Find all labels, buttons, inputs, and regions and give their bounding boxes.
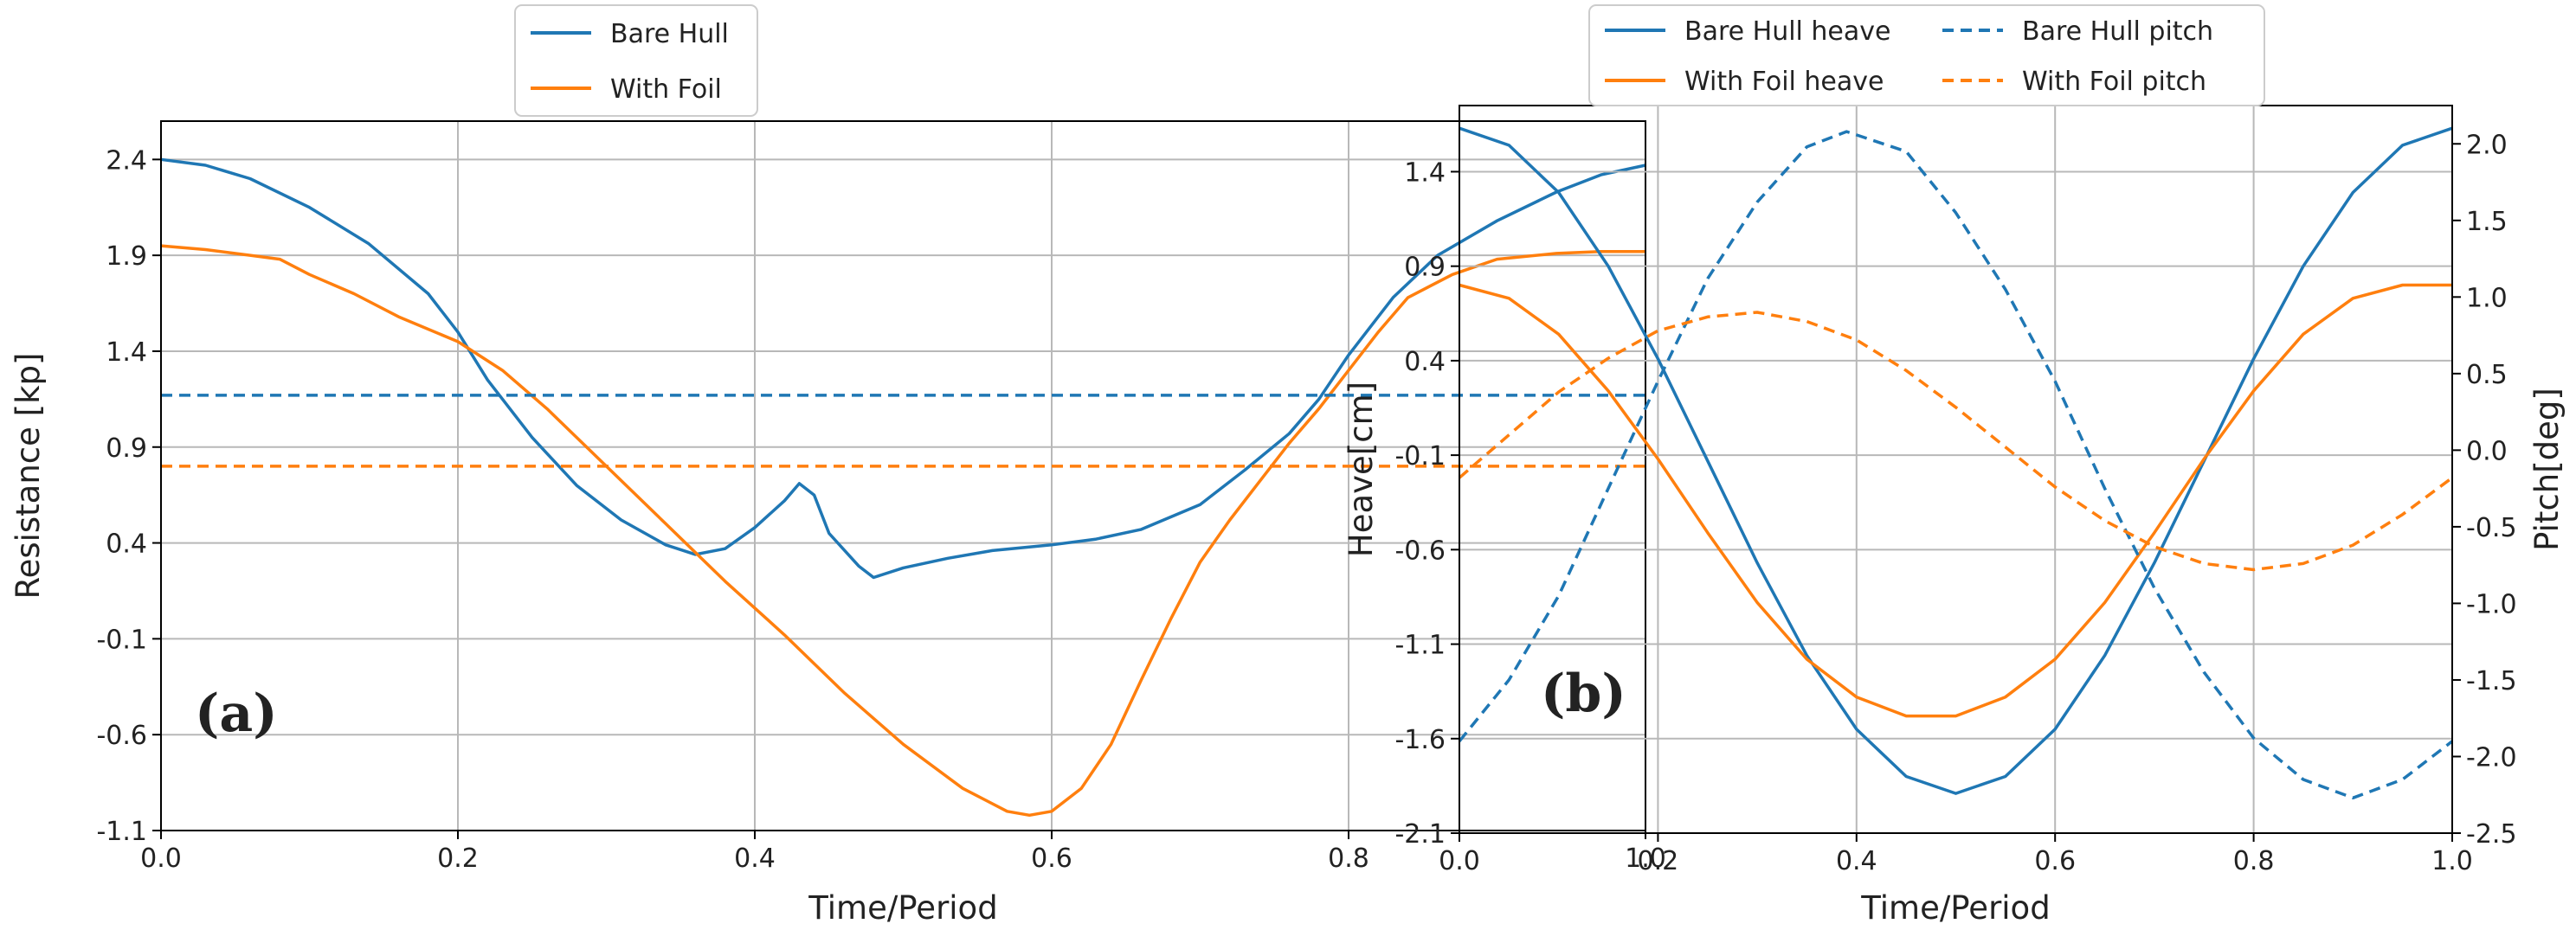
panel-label: (b) <box>1541 664 1626 724</box>
legend-entry: With Foil <box>610 74 722 105</box>
x-tick-label: 1.0 <box>1625 844 1666 874</box>
legend-box <box>1588 4 2265 106</box>
panel-label: (a) <box>195 683 278 744</box>
x-tick-label: 0.6 <box>2034 846 2076 876</box>
y-tick-label: -0.1 <box>96 625 147 655</box>
y2-tick-label: 1.5 <box>2466 207 2508 237</box>
y-axis-label: Resistance [kp] <box>10 353 47 600</box>
y2-tick-label: 0.5 <box>2466 360 2508 390</box>
y2-tick-label: -2.0 <box>2466 742 2517 773</box>
x-tick-label: 0.8 <box>2233 846 2275 876</box>
with-foil-pitch-line <box>1458 311 2454 572</box>
x-tick-label: 0.0 <box>1439 846 1480 876</box>
x-tick-label: 0.8 <box>1328 844 1369 874</box>
x-tick-label: 0.2 <box>1638 846 1679 876</box>
y2-axis-label: Pitch[deg] <box>2528 388 2566 551</box>
y2-tick-label: 1.0 <box>2466 283 2508 313</box>
with-foil-line <box>160 244 1645 818</box>
y-tick-label: 1.4 <box>1404 157 1446 188</box>
panel-a-resistance-chart: 0.0 0.2 0.4 0.6 0.8 1.0 2.4 1.9 1.4 0.9 0.4 -0.1 -0.… <box>10 4 1666 927</box>
y-tick-label: -0.6 <box>1394 536 1446 566</box>
y2-tick-label: 0.0 <box>2466 436 2508 466</box>
y-tick-label: 0.4 <box>106 529 147 560</box>
y-tick-label: -1.6 <box>1394 725 1446 755</box>
y2-tick-label: -0.5 <box>2466 513 2517 543</box>
y-axis-label: Heave[cm] <box>1343 382 1380 557</box>
y-tick-label: 0.4 <box>1404 347 1446 377</box>
y-tick-label: 0.9 <box>1404 253 1446 283</box>
legend-entry: With Foil heave <box>1684 67 1884 97</box>
x-tick-label: 0.4 <box>1836 846 1877 876</box>
y-tick-label: 1.9 <box>106 241 147 272</box>
y-tick-label: -2.1 <box>1394 819 1446 850</box>
y-tick-label: 0.9 <box>106 433 147 464</box>
x-tick-label: 0.0 <box>140 844 182 874</box>
bare-hull-heave-line <box>1459 126 2453 795</box>
y-tick-label: 2.4 <box>106 145 147 176</box>
with-foil-heave-line <box>1459 283 2452 718</box>
y-tick-label: -1.1 <box>96 817 147 847</box>
bare-hull-line <box>160 157 1646 580</box>
y2-tick-label: 2.0 <box>2466 130 2508 160</box>
x-tick-label: 0.6 <box>1031 844 1072 874</box>
legend-entry: Bare Hull pitch <box>2022 16 2213 47</box>
y2-tick-label: -1.5 <box>2466 666 2517 696</box>
x-tick-label: 0.2 <box>437 844 479 874</box>
y-tick-label: -0.6 <box>96 721 147 751</box>
y-tick-label: -0.1 <box>1394 441 1446 472</box>
y-tick-label: 1.4 <box>106 337 147 368</box>
y-tick-label: -1.1 <box>1394 631 1446 661</box>
panel-b-heave-pitch-chart: 0.0 0.2 0.4 0.6 0.8 1.0 1.4 0.9 0.4 -0.1 -0.6 -1.1 -… <box>1343 4 2566 927</box>
y2-tick-label: -2.5 <box>2466 819 2517 850</box>
x-tick-label: 1.0 <box>2431 846 2473 876</box>
plot-frame <box>160 120 1646 831</box>
y2-tick-label: -1.0 <box>2466 589 2517 619</box>
bare-hull-pitch-line <box>1458 130 2454 800</box>
legend-entry: Bare Hull <box>610 19 729 49</box>
legend-entry: Bare Hull heave <box>1684 16 1890 47</box>
x-axis-label: Time/Period <box>1860 889 2050 927</box>
x-axis-label: Time/Period <box>808 889 997 927</box>
x-tick-label: 0.4 <box>734 844 776 874</box>
legend-entry: With Foil pitch <box>2022 67 2206 97</box>
